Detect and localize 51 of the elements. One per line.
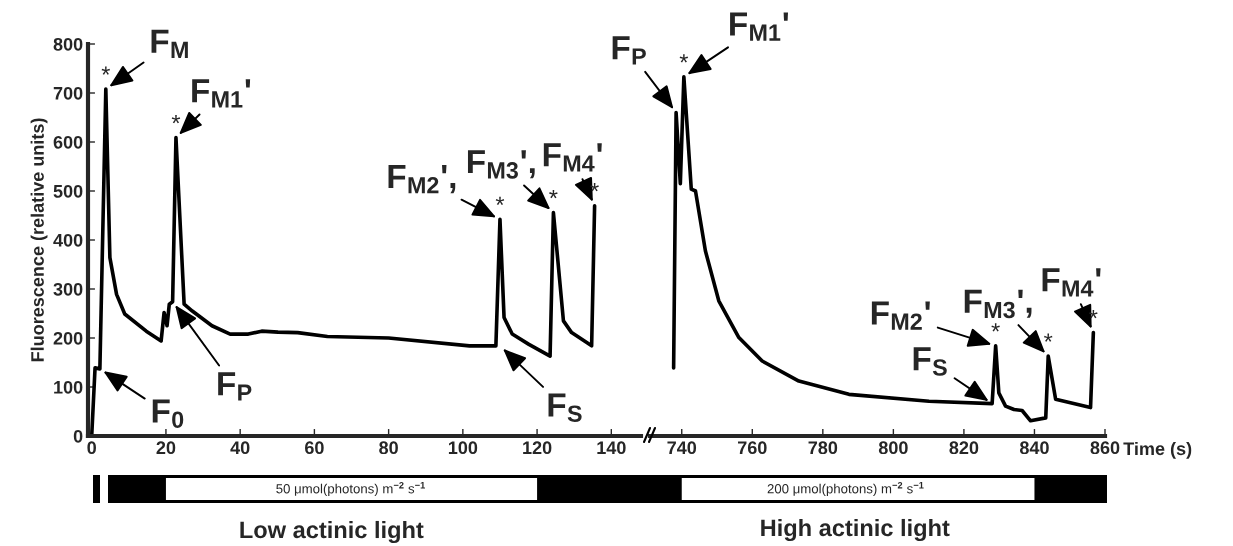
annotation: * — [101, 66, 111, 75]
annotation: * — [549, 189, 558, 199]
annotation: * — [171, 114, 181, 124]
annotation: F$_{M2}$' — [871, 301, 930, 330]
annotation: F$_{M3}$', — [964, 289, 1032, 319]
annotation: F$_{M}$ — [151, 29, 188, 58]
annotation: F$_{M1}$' — [730, 12, 789, 41]
annotation: F$_{M2}$', — [388, 165, 456, 194]
y-tick-label: 0 — [73, 429, 83, 443]
x-tick-label: 840 — [1019, 441, 1049, 455]
y-tick-label: 300 — [53, 282, 83, 296]
annotation: * — [495, 196, 505, 206]
y-tick-label: 800 — [53, 37, 83, 51]
annotation: F$_{M4}$' — [543, 143, 602, 172]
y-tick-label: 100 — [54, 380, 83, 394]
x-tick-label: 760 — [738, 441, 767, 455]
x-tick-label: 780 — [808, 441, 838, 455]
annotation: F$_{P}$ — [612, 36, 646, 65]
text: Low actinic light — [240, 520, 424, 544]
x-tick-label: 820 — [949, 441, 979, 455]
x-tick-label: 140 — [597, 441, 626, 455]
y-tick-label: 400 — [53, 233, 83, 247]
annotation: F$_{S}$ — [548, 393, 582, 422]
x-tick-label: 100 — [448, 441, 478, 455]
x-tick-label: 120 — [523, 441, 552, 455]
x-tick-label: 20 — [156, 441, 176, 455]
x-tick-label: 40 — [230, 441, 250, 455]
annotation: F$_{P}$ — [218, 372, 252, 401]
x-tick-label: 860 — [1090, 441, 1120, 455]
x-axis-title: Time (s) — [1123, 441, 1192, 459]
text: 200 μmol(photons) m$^{−2}$ s$^{−1}$ — [767, 481, 924, 497]
x-tick-label: 0 — [87, 441, 96, 455]
text: 50 μmol(photons) m$^{−2}$ s$^{−1}$ — [276, 481, 425, 497]
y-tick-label: 600 — [53, 135, 83, 149]
annotation: F$_{0}$ — [152, 399, 184, 428]
annotation: F$_{M3}$', — [467, 150, 535, 179]
text: High actinic light — [761, 518, 950, 542]
x-tick-label: 60 — [305, 441, 324, 455]
y-tick-label: 700 — [53, 86, 83, 100]
annotation: F$_{M1}$' — [192, 79, 251, 108]
y-axis-title: Fluorescence (relative units) — [30, 118, 48, 362]
y-tick-label: 500 — [53, 184, 83, 198]
annotation: * — [679, 54, 689, 63]
x-tick-label: 80 — [379, 441, 398, 455]
annotation: F$_{M4}$' — [1042, 268, 1101, 297]
annotation: F$_{S}$ — [913, 347, 947, 376]
x-tick-label: 740 — [667, 441, 697, 455]
x-tick-label: 800 — [878, 441, 908, 455]
annotation: * — [1044, 333, 1053, 342]
annotation: * — [991, 323, 1000, 332]
y-tick-label: 200 — [53, 331, 83, 345]
